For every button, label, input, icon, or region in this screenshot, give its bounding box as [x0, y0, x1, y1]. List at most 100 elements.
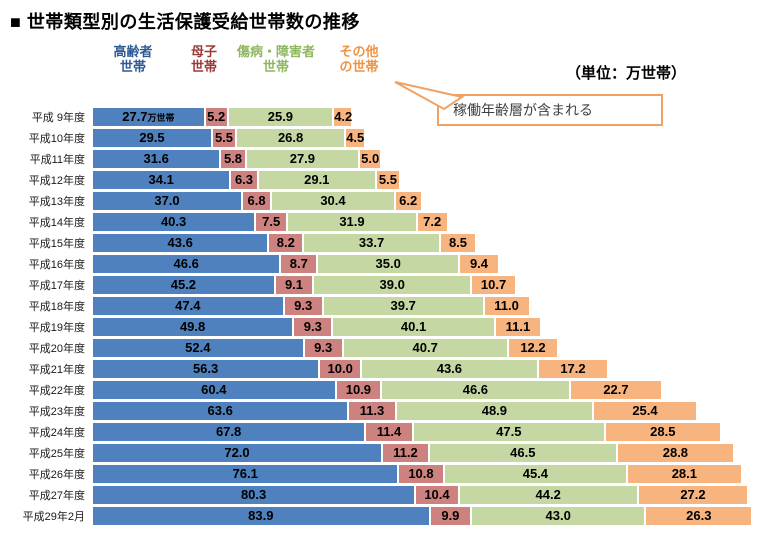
bar-segment-elderly: 83.9 — [93, 506, 429, 525]
bar-segment-other: 5.0 — [360, 149, 381, 168]
bar-segment-disabled: 43.0 — [472, 506, 645, 525]
page-title: ■ 世帯類型別の生活保護受給世帯数の推移 — [10, 12, 360, 32]
bar-segment-disabled: 33.7 — [304, 233, 439, 252]
bar-segment-other: 27.2 — [638, 485, 748, 504]
bar-segment-mother: 10.9 — [336, 380, 381, 399]
row-label: 平成21年度 — [28, 363, 85, 376]
bar-segment-elderly: 31.6 — [93, 149, 220, 168]
bar-segment-elderly: 29.5 — [93, 128, 211, 147]
bar-segment-other: 11.1 — [495, 317, 541, 336]
bar-segment-other: 17.2 — [538, 359, 608, 378]
bar-segment-disabled: 25.9 — [228, 107, 333, 126]
bar-segment-other: 28.8 — [617, 443, 733, 462]
bar-segment-other: 25.4 — [594, 401, 696, 420]
row-label: 平成 9年度 — [31, 111, 85, 124]
bar-segment-disabled: 46.5 — [429, 443, 616, 462]
legend-label: の世帯 — [339, 59, 379, 74]
row-label: 平成12年度 — [28, 174, 85, 187]
bar-row: 平成 9年度 27.7万世帯 5.2 25.9 4.2 — [0, 106, 768, 127]
legend-label: 母子 — [190, 44, 217, 59]
bar-segment-elderly: 37.0 — [93, 191, 241, 210]
bar-segment-mother: 6.3 — [231, 170, 257, 189]
bar-segment-other: 12.2 — [508, 338, 558, 357]
legend-label: 世帯 — [190, 59, 217, 74]
row-label: 平成25年度 — [28, 447, 85, 460]
bar-segment-disabled: 40.7 — [343, 338, 507, 357]
bar-segment-elderly: 67.8 — [93, 422, 365, 441]
bar-segment-disabled: 39.7 — [323, 296, 483, 315]
row-label: 平成20年度 — [28, 342, 85, 355]
bar-segment-other: 26.3 — [646, 506, 752, 525]
bar-segment-mother: 9.1 — [275, 275, 313, 294]
row-label: 平成16年度 — [28, 258, 85, 271]
bar-segment-disabled: 27.9 — [246, 149, 359, 168]
bar-segment-disabled: 46.6 — [382, 380, 569, 399]
bar-segment-other: 4.2 — [334, 107, 353, 126]
bar-row: 平成27年度 80.3 10.4 44.2 27.2 — [0, 484, 768, 505]
bar-row: 平成22年度 60.4 10.9 46.6 22.7 — [0, 379, 768, 400]
bar-segment-mother: 5.8 — [221, 149, 245, 168]
annotation-callout: 稼働年齢層が含まれる — [437, 94, 663, 126]
bar-segment-other: 5.5 — [376, 170, 399, 189]
bar-segment-elderly: 47.4 — [93, 296, 283, 315]
row-label: 平成19年度 — [28, 321, 85, 334]
bar-row: 平成12年度 34.1 6.3 29.1 5.5 — [0, 169, 768, 190]
bar-segment-disabled: 47.5 — [413, 422, 604, 441]
bar-segment-elderly: 80.3 — [93, 485, 415, 504]
bar-row: 平成13年度 37.0 6.8 30.4 6.2 — [0, 190, 768, 211]
bar-segment-mother: 8.7 — [281, 254, 317, 273]
bar-segment-disabled: 44.2 — [459, 485, 637, 504]
row-label: 平成15年度 — [28, 237, 85, 250]
bar-segment-elderly: 63.6 — [93, 401, 348, 420]
annotation-text: 稼働年齢層が含まれる — [453, 102, 593, 118]
bar-segment-mother: 9.3 — [304, 338, 342, 357]
bar-segment-mother: 9.9 — [430, 506, 471, 525]
row-label: 平成24年度 — [28, 426, 85, 439]
bar-segment-disabled: 45.4 — [444, 464, 627, 483]
bar-segment-mother: 10.8 — [399, 464, 443, 483]
row-label: 平成17年度 — [28, 279, 85, 292]
unit-label: （単位：万世帯） — [566, 65, 687, 82]
bar-segment-elderly: 60.4 — [93, 380, 335, 399]
bar-segment-other: 8.5 — [440, 233, 475, 252]
legend-item-disabled: 傷病・障害者 世帯 — [222, 44, 330, 74]
legend-label: その他 — [339, 44, 379, 59]
bar-segment-elderly: 40.3 — [93, 212, 255, 231]
bar-segment-mother: 11.4 — [366, 422, 412, 441]
bar-row: 平成20年度 52.4 9.3 40.7 12.2 — [0, 337, 768, 358]
row-label: 平成14年度 — [28, 216, 85, 229]
legend-label: 高齢者 — [113, 44, 153, 59]
bar-row: 平成23年度 63.6 11.3 48.9 25.4 — [0, 400, 768, 421]
bar-segment-elderly: 34.1 — [93, 170, 230, 189]
bar-segment-disabled: 35.0 — [318, 254, 459, 273]
legend-item-elderly: 高齢者 世帯 — [95, 44, 171, 74]
bar-row: 平成21年度 56.3 10.0 43.6 17.2 — [0, 358, 768, 379]
bar-segment-mother: 8.2 — [269, 233, 303, 252]
row-label: 平成22年度 — [28, 384, 85, 397]
bar-segment-mother: 7.5 — [256, 212, 287, 231]
bar-segment-disabled: 48.9 — [396, 401, 593, 420]
bar-row: 平成19年度 49.8 9.3 40.1 11.1 — [0, 316, 768, 337]
bar-segment-mother: 5.5 — [213, 128, 235, 147]
legend-item-other: その他 の世帯 — [328, 44, 390, 74]
bar-row: 平成26年度 76.1 10.8 45.4 28.1 — [0, 463, 768, 484]
bar-segment-elderly: 46.6 — [93, 254, 280, 273]
bar-segment-disabled: 29.1 — [258, 170, 375, 189]
bar-segment-disabled: 31.9 — [288, 212, 416, 231]
bar-segment-other: 4.5 — [346, 128, 365, 147]
bar-segment-disabled: 39.0 — [314, 275, 471, 294]
bar-segment-elderly: 56.3 — [93, 359, 319, 378]
bar-segment-elderly: 45.2 — [93, 275, 274, 294]
legend-label: 傷病・障害者 — [236, 44, 315, 59]
bar-segment-mother: 5.2 — [205, 107, 227, 126]
bar-segment-elderly: 76.1 — [93, 464, 398, 483]
legend-label: 世帯 — [119, 59, 146, 74]
bar-segment-other: 28.5 — [605, 422, 720, 441]
bar-segment-mother: 10.4 — [416, 485, 458, 504]
bar-row: 平成17年度 45.2 9.1 39.0 10.7 — [0, 274, 768, 295]
bar-row: 平成29年2月 83.9 9.9 43.0 26.3 — [0, 505, 768, 526]
bar-segment-mother: 11.2 — [383, 443, 428, 462]
bar-row: 平成15年度 43.6 8.2 33.7 8.5 — [0, 232, 768, 253]
bar-row: 平成24年度 67.8 11.4 47.5 28.5 — [0, 421, 768, 442]
